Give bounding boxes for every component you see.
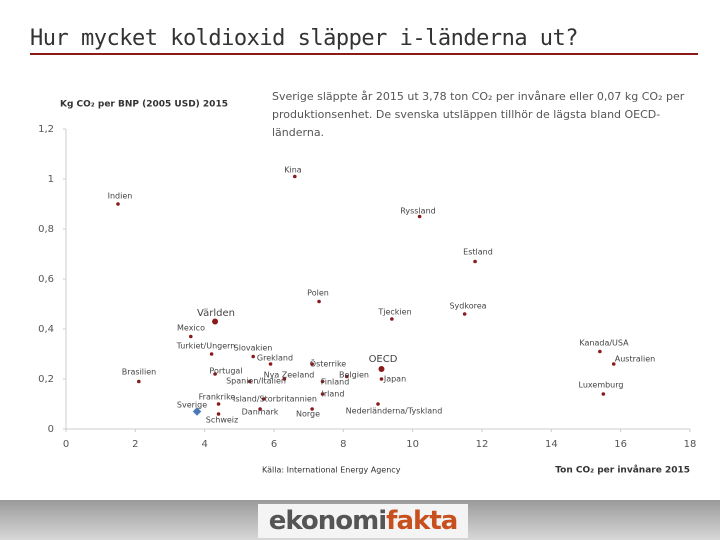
x-axis-label: Ton CO₂ per invånare 2015 (555, 465, 690, 476)
annotation: Sverige släppte år 2015 ut 3,78 ton CO₂ … (272, 90, 685, 139)
point-label: Tjeckien (377, 308, 411, 317)
point-label: Kina (284, 166, 302, 175)
point-label: Frankrike (199, 393, 236, 402)
point-label: Polen (307, 289, 329, 298)
x-tick-label: 16 (614, 439, 627, 450)
slide-title: Hur mycket koldioxid släpper i-länderna … (30, 26, 579, 51)
point (611, 362, 616, 366)
point-label: OECD (369, 354, 398, 365)
point (216, 402, 221, 406)
point (293, 174, 297, 179)
point (137, 379, 141, 384)
point-label: Australien (615, 355, 655, 364)
point (601, 392, 606, 396)
point (116, 202, 120, 206)
point (258, 407, 262, 411)
point (209, 352, 214, 356)
point-label: Slovakien (234, 344, 273, 353)
point-label: Irland (322, 390, 345, 399)
point-label: Grekland (257, 354, 293, 363)
point (282, 377, 287, 381)
logo-part: fakta (386, 506, 458, 536)
y-tick-label: 1 (48, 174, 54, 185)
point-label: Nederländerna/Tyskland (346, 407, 443, 416)
point-label: Portugal (209, 367, 242, 376)
x-tick-label: 0 (63, 439, 69, 450)
point (320, 392, 325, 396)
point-label: Ryssland (400, 207, 435, 216)
point-label: Danmark (242, 408, 279, 417)
point-label: Nya Zeeland (264, 371, 315, 380)
point (310, 362, 314, 366)
source: Källa: International Energy Agency (262, 466, 401, 475)
point-label: Sverige (177, 401, 207, 410)
point-label: Island/Storbritannien (233, 395, 317, 404)
point (320, 379, 325, 384)
x-tick-label: 4 (201, 439, 207, 450)
x-tick-label: 8 (340, 439, 346, 450)
point-label: Belgien (339, 371, 369, 380)
x-tick-label: 2 (132, 439, 138, 450)
point-label: Mexico (177, 324, 205, 333)
x-tick-label: 10 (406, 439, 419, 450)
point (379, 377, 384, 381)
point (268, 362, 273, 366)
title-rule (30, 53, 698, 55)
point-label: Världen (197, 308, 235, 319)
point (473, 259, 477, 264)
x-tick-label: 14 (545, 439, 558, 450)
point (378, 366, 385, 372)
point (376, 402, 380, 406)
point-label: Finland (321, 378, 350, 387)
point (261, 397, 266, 401)
point-label: Österrike (310, 359, 347, 369)
y-tick-label: 0,6 (38, 274, 54, 285)
point-label: Kanada/USA (579, 339, 629, 348)
point (417, 214, 422, 219)
point-label: Brasilien (122, 368, 157, 377)
point (317, 299, 321, 304)
chart: Kg CO₂ per BNP (2005 USD) 2015 Ton CO₂ p… (38, 100, 697, 476)
y-tick-label: 0,4 (38, 324, 54, 335)
y-axis-label: Kg CO₂ per BNP (2005 USD) 2015 (60, 100, 228, 110)
point (213, 372, 217, 376)
point (345, 374, 349, 379)
x-tick-label: 18 (684, 439, 697, 450)
point (390, 317, 394, 321)
point (462, 312, 467, 316)
point (598, 349, 602, 354)
point-label: Schweiz (206, 416, 238, 425)
point (189, 334, 193, 339)
y-tick-label: 0,8 (38, 224, 54, 235)
point-label: Sydkorea (449, 302, 486, 311)
point (247, 379, 252, 384)
point (192, 407, 202, 416)
point-label: Spanien/Italien (226, 377, 286, 386)
y-tick-label: 0,2 (38, 374, 54, 385)
point (212, 318, 219, 325)
point-label: Norge (296, 410, 320, 419)
point (310, 407, 314, 411)
point-label: Turkiet/Ungern (176, 342, 236, 351)
y-tick-label: 1,2 (38, 124, 54, 135)
point-label: Luxemburg (579, 381, 624, 390)
x-tick-label: 6 (271, 439, 277, 450)
x-tick-label: 12 (476, 439, 489, 450)
point (216, 412, 221, 416)
point (251, 354, 255, 359)
point-label: Indien (108, 192, 133, 201)
logo-part: ekonomi (268, 506, 387, 536)
y-tick-label: 0 (48, 424, 54, 435)
logo: ekonomifakta (258, 504, 468, 538)
point-label: Estland (463, 248, 493, 257)
point-label: Japan (383, 375, 406, 384)
